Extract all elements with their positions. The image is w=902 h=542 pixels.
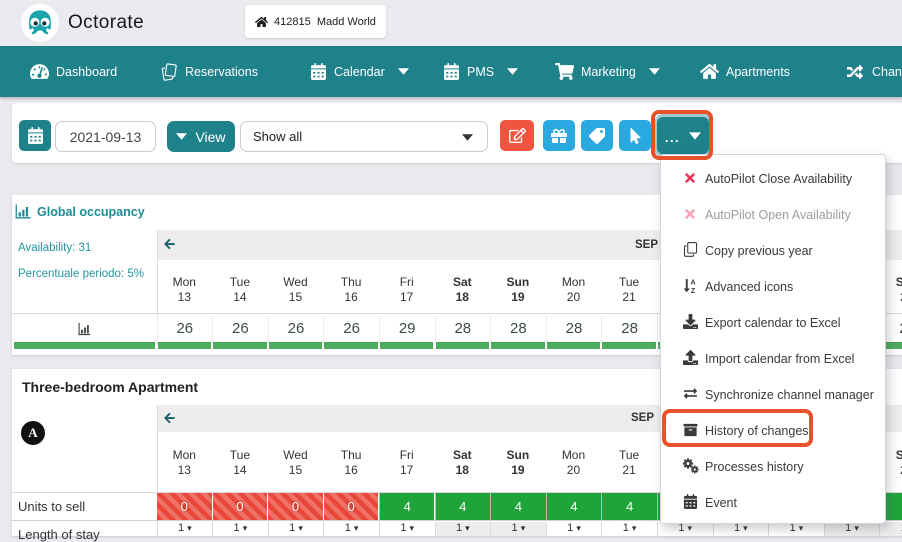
svg-text:A: A	[690, 280, 695, 287]
svg-text:Z: Z	[690, 288, 695, 293]
